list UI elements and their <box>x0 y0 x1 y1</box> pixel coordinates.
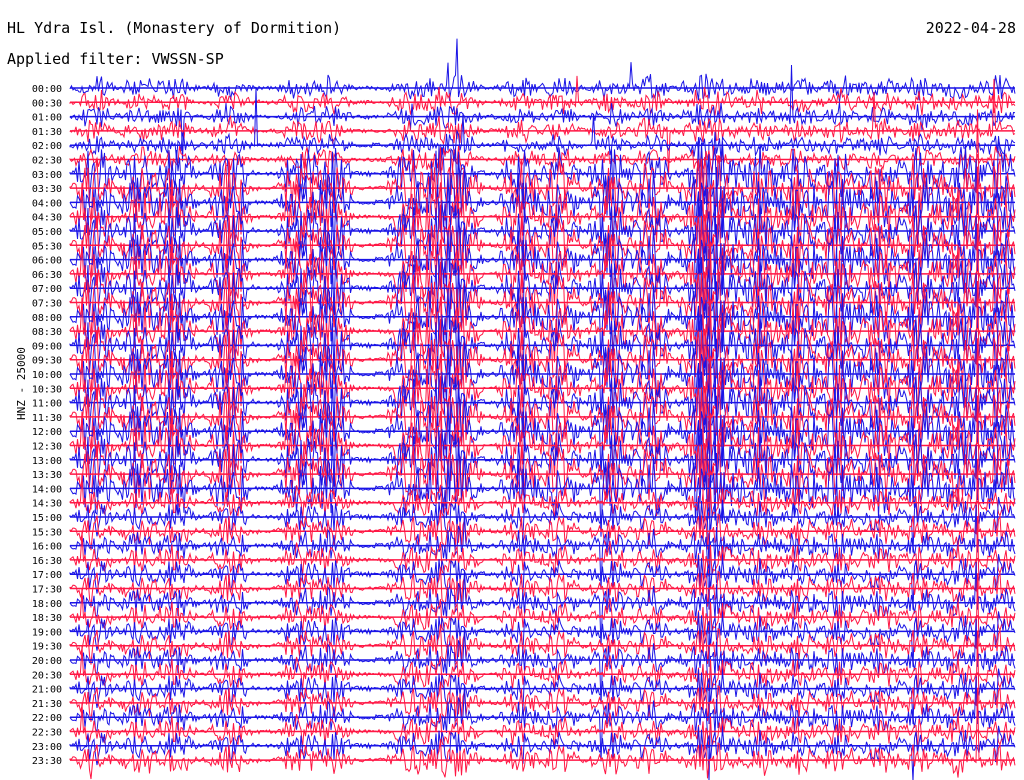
time-label: 04:00 <box>32 198 62 209</box>
time-label: 13:00 <box>32 456 62 467</box>
time-label: 18:30 <box>32 613 62 624</box>
time-label: 22:00 <box>32 713 62 724</box>
time-label: 12:00 <box>32 427 62 438</box>
time-label: 10:00 <box>32 370 62 381</box>
trace-line <box>69 38 1016 102</box>
trace-line <box>69 280 1016 396</box>
time-label: 17:30 <box>32 585 62 596</box>
time-label: 19:30 <box>32 642 62 653</box>
trace-line <box>69 725 1016 780</box>
time-label: 14:30 <box>32 499 62 510</box>
time-label: 17:00 <box>32 570 62 581</box>
time-label: 05:00 <box>32 227 62 238</box>
time-label: 15:00 <box>32 513 62 524</box>
trace-line <box>69 611 1016 667</box>
time-label: 06:30 <box>32 270 62 281</box>
time-label: 06:00 <box>32 256 62 267</box>
time-label: 01:30 <box>32 127 62 138</box>
trace-line <box>69 668 1016 725</box>
time-label: 07:30 <box>32 299 62 310</box>
time-label: 14:00 <box>32 484 62 495</box>
time-label: 22:30 <box>32 728 62 739</box>
time-label: 21:30 <box>32 699 62 710</box>
trace-line <box>69 338 1016 453</box>
time-label: 00:30 <box>32 98 62 109</box>
trace-line <box>69 330 1016 454</box>
trace-line <box>69 458 1016 551</box>
trace-line <box>69 64 1016 162</box>
time-label: 08:30 <box>32 327 62 338</box>
time-label: 05:30 <box>32 241 62 252</box>
time-label: 09:00 <box>32 341 62 352</box>
time-label: 12:30 <box>32 442 62 453</box>
trace-line <box>69 75 1016 116</box>
time-label: 15:30 <box>32 527 62 538</box>
time-label: 02:30 <box>32 156 62 167</box>
time-label: 21:00 <box>32 685 62 696</box>
trace-line <box>69 180 1016 260</box>
trace-line <box>69 387 1016 511</box>
trace-line <box>69 237 1016 317</box>
time-label: 11:00 <box>32 399 62 410</box>
time-label: 01:00 <box>32 113 62 124</box>
time-label: 03:30 <box>32 184 62 195</box>
trace-line <box>69 496 1016 553</box>
trace-line <box>69 395 1016 510</box>
time-label: 19:00 <box>32 627 62 638</box>
time-label: 00:00 <box>32 84 62 95</box>
time-label: 23:30 <box>32 756 62 767</box>
time-label: 04:30 <box>32 213 62 224</box>
time-label: 10:30 <box>32 384 62 395</box>
time-label: 08:00 <box>32 313 62 324</box>
trace-line <box>69 273 1016 397</box>
station-title: HL Ydra Isl. (Monastery of Dormition) <box>7 19 342 37</box>
trace-line <box>69 294 1016 374</box>
time-label: 03:00 <box>32 170 62 181</box>
trace-line <box>69 223 1016 338</box>
trace-line <box>69 409 1016 489</box>
time-label: 02:00 <box>32 141 62 152</box>
trace-line <box>69 87 1016 205</box>
trace-line <box>69 554 1016 610</box>
trace-line <box>69 351 1016 432</box>
trace-line <box>69 687 1016 780</box>
trace-line <box>69 159 1016 283</box>
trace-line <box>69 109 1016 224</box>
trace-line <box>69 573 1016 665</box>
time-label: 20:30 <box>32 670 62 681</box>
time-label: 16:30 <box>32 556 62 567</box>
trace-line <box>69 516 1016 608</box>
time-label: 07:00 <box>32 284 62 295</box>
trace-line <box>69 166 1016 281</box>
filter-label: Applied filter: VWSSN-SP <box>7 50 224 68</box>
trace-line <box>69 216 1016 340</box>
time-label: 20:00 <box>32 656 62 667</box>
record-date: 2022-04-28 <box>925 19 1016 37</box>
time-label: 13:30 <box>32 470 62 481</box>
trace-line <box>69 630 1016 722</box>
time-label: 18:00 <box>32 599 62 610</box>
time-label: 09:30 <box>32 356 62 367</box>
time-label: 23:00 <box>32 742 62 753</box>
time-label: 16:00 <box>32 542 62 553</box>
time-label: 11:30 <box>32 413 62 424</box>
